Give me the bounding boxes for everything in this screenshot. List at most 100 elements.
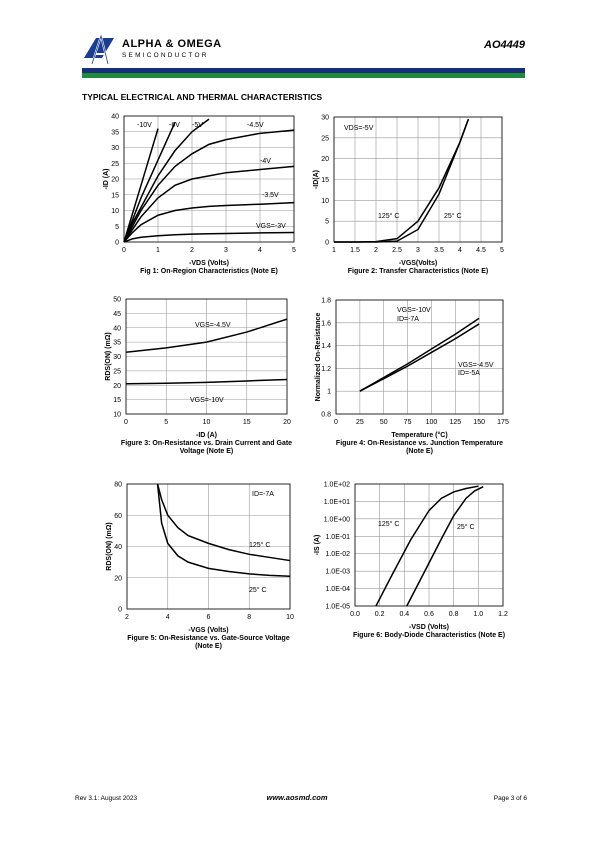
x-tick-label: 0.6 <box>424 611 434 618</box>
chart: 1 1.5 2 2.5 3 3.5 4 4.5 5 0 5 10 15 20 25 30 -VGS(Volts)… <box>313 115 504 276</box>
curve-label: 25° C <box>457 523 475 531</box>
plot-frame <box>333 116 503 243</box>
x-tick-label: 0 <box>124 419 128 426</box>
x-tick-label: 4 <box>458 247 462 254</box>
x-tick-label: 4.5 <box>476 247 486 254</box>
curve-label: VGS=-4.5V <box>195 322 231 329</box>
curve <box>156 483 291 577</box>
y-tick-label: 10 <box>113 412 121 419</box>
y-tick-label: 20 <box>114 575 122 582</box>
x-tick-label: 50 <box>380 419 388 426</box>
y-tick-label: 15 <box>111 192 119 199</box>
curve <box>359 317 480 392</box>
y-tick-label: 0 <box>115 240 119 247</box>
curve <box>123 121 176 243</box>
x-tick-label: 3 <box>224 247 228 254</box>
curve-label: 25° C <box>444 212 462 220</box>
curve-label: VGS=-4.5V <box>458 362 494 369</box>
x-tick-label: 3 <box>416 247 420 254</box>
y-tick-label: 1.0E-01 <box>325 534 350 541</box>
curve <box>123 129 295 243</box>
y-axis-title: RDS(ON) (mΩ) <box>105 332 112 380</box>
y-tick-label: 1.4 <box>321 343 331 350</box>
x-tick-label: 5 <box>292 247 296 254</box>
curve <box>123 201 295 243</box>
x-tick-label: 0.0 <box>350 611 360 618</box>
annotation: ID=-5A <box>458 370 480 377</box>
y-tick-label: 30 <box>113 354 121 361</box>
y-tick-label: 25 <box>321 135 329 142</box>
x-axis-title: -ID (A) <box>196 432 217 439</box>
y-tick-label: 10 <box>111 208 119 215</box>
x-tick-label: 2 <box>374 247 378 254</box>
caption: Fig 1: On-Region Characteristics (Note E… <box>140 268 278 275</box>
y-tick-label: 20 <box>111 177 119 184</box>
x-tick-label: 5 <box>500 247 504 254</box>
curve-label: VGS=-10V <box>190 397 224 404</box>
x-tick-label: 20 <box>283 419 291 426</box>
y-tick-label: 60 <box>114 513 122 520</box>
y-tick-label: 1.0E-05 <box>325 604 350 611</box>
x-tick-label: 1.2 <box>498 611 508 618</box>
y-tick-label: 0 <box>118 607 122 614</box>
curve <box>123 118 210 243</box>
curve <box>123 165 295 243</box>
y-tick-label: 1.8 <box>321 298 331 305</box>
y-tick-label: 1.0E-02 <box>325 551 350 558</box>
plot-frame <box>354 483 504 607</box>
x-tick-label: 100 <box>426 419 438 426</box>
plot-frame <box>123 115 295 243</box>
section-title: TYPICAL ELECTRICAL AND THERMAL CHARACTER… <box>82 92 322 102</box>
x-tick-label: 0 <box>122 247 126 254</box>
x-tick-label: 25 <box>356 419 364 426</box>
curve-label: 125° C <box>249 541 270 549</box>
x-tick-label: 0.2 <box>375 611 385 618</box>
y-tick-label: 1 <box>327 389 331 396</box>
x-tick-label: 0 <box>334 419 338 426</box>
curve <box>123 231 295 243</box>
y-axis-title: Normalized On-Resistance <box>315 313 322 402</box>
curve-label: -5V <box>192 122 203 129</box>
x-tick-label: 1 <box>156 247 160 254</box>
footer-page: Page 3 of 6 <box>494 795 528 802</box>
x-tick-label: 125 <box>449 419 461 426</box>
curve-label: 25° C <box>249 586 267 594</box>
y-tick-label: 80 <box>114 482 122 489</box>
y-tick-label: 1.2 <box>321 366 331 373</box>
curve-label: VGS=-10V <box>397 307 431 314</box>
y-tick-label: 35 <box>113 340 121 347</box>
y-tick-label: 5 <box>115 224 119 231</box>
y-tick-label: 30 <box>321 115 329 122</box>
header-bar-blue <box>82 68 525 73</box>
x-tick-label: 10 <box>203 419 211 426</box>
caption: (Note E) <box>406 448 433 455</box>
x-axis-title: -VGS(Volts) <box>399 260 437 267</box>
chart: 0 5 10 15 20 10 15 20 25 30 35 40 45 50 -ID (A) RDS(ON)… <box>105 297 292 456</box>
y-tick-label: 1.0E+00 <box>324 516 350 523</box>
x-tick-label: 4 <box>166 614 170 621</box>
x-tick-label: 75 <box>404 419 412 426</box>
footer-revision: Rev 3.1: August 2023 <box>75 795 138 802</box>
caption: Figure 4: On-Resistance vs. Junction Tem… <box>336 440 503 447</box>
plot-frame <box>335 299 504 415</box>
y-tick-label: 0 <box>325 240 329 247</box>
chart: 0 1 2 3 4 5 0 5 10 15 20 25 30 35 40 -VDS (Volts) -ID (A… <box>103 114 296 276</box>
curve-label: -10V <box>137 122 152 129</box>
brand: ALPHA & OMEGA <box>122 38 222 50</box>
x-tick-label: 10 <box>286 614 294 621</box>
logo <box>84 32 114 65</box>
y-tick-label: 40 <box>113 325 121 332</box>
y-axis-title: RDS(ON) (mΩ) <box>106 522 113 570</box>
header-bar-green <box>82 73 525 78</box>
y-tick-label: 1.6 <box>321 320 331 327</box>
annotation: VDS=-5V <box>344 125 374 132</box>
x-tick-label: 175 <box>497 419 509 426</box>
y-tick-label: 1.0E-03 <box>325 569 350 576</box>
y-tick-label: 20 <box>321 156 329 163</box>
caption: Figure 3: On-Resistance vs. Drain Curren… <box>121 440 292 447</box>
curve <box>406 486 484 607</box>
x-axis-title: -VSD (Volts) <box>409 624 449 631</box>
x-tick-label: 150 <box>473 419 485 426</box>
chart: 0 25 50 75 100 125 150 175 0.8 1 1.2 1.4 1.6 1.8 Tempe… <box>315 298 509 456</box>
